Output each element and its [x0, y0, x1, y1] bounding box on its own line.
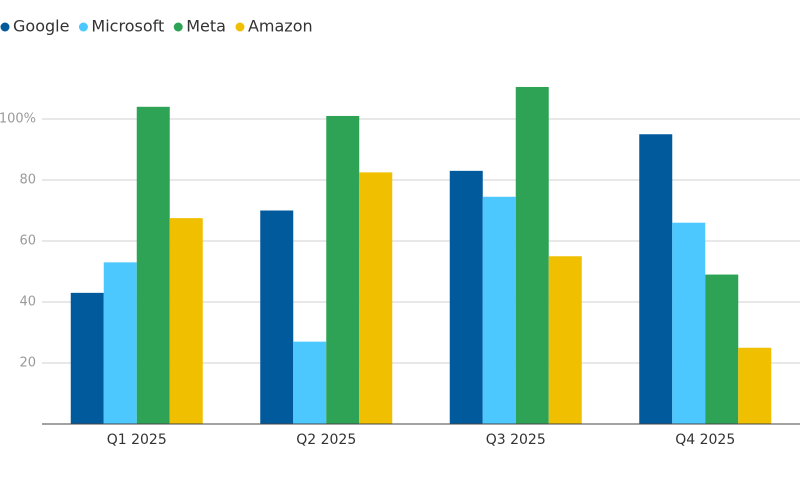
bar [169, 218, 203, 424]
y-tick-label: 80 [19, 173, 36, 188]
legend-label: Microsoft [91, 17, 164, 36]
bar [103, 262, 137, 424]
bar [515, 86, 549, 424]
x-tick-label: Q2 2025 [296, 432, 356, 448]
bar [70, 292, 104, 424]
x-tick-label: Q1 2025 [107, 432, 167, 448]
bar [738, 347, 772, 424]
legend-marker [0, 22, 10, 32]
x-tick-label: Q4 2025 [675, 432, 735, 448]
bar [326, 115, 360, 424]
bar [136, 106, 170, 425]
bar [639, 134, 673, 424]
y-tick-label: 40 [19, 295, 36, 310]
legend-label: Google [13, 17, 69, 36]
legend-marker [235, 22, 245, 32]
bar [293, 341, 327, 424]
y-tick-label: 20 [19, 356, 36, 371]
bar [260, 210, 294, 424]
bar [449, 170, 483, 424]
y-tick-label: 100% [0, 112, 36, 127]
legend-label: Meta [186, 17, 226, 36]
bar [359, 172, 393, 424]
bar [548, 256, 582, 424]
legend-label: Amazon [248, 17, 313, 36]
y-tick-label: 60 [19, 234, 36, 249]
legend-marker [78, 22, 88, 32]
bar [672, 222, 706, 424]
bar [705, 274, 739, 424]
legend-marker [173, 22, 183, 32]
x-tick-label: Q3 2025 [486, 432, 546, 448]
bar [482, 196, 516, 424]
